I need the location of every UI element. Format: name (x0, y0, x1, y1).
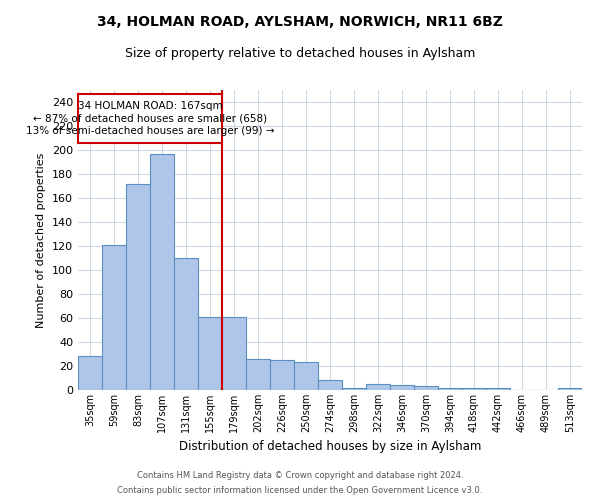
Text: Size of property relative to detached houses in Aylsham: Size of property relative to detached ho… (125, 48, 475, 60)
Bar (414, 386, 438, 390)
Bar (174, 258, 198, 390)
Text: Contains HM Land Registry data © Crown copyright and database right 2024.: Contains HM Land Registry data © Crown c… (137, 471, 463, 480)
Bar (102, 245, 126, 390)
Bar (222, 317, 246, 390)
Bar (246, 359, 270, 390)
Bar (270, 360, 294, 390)
Bar (462, 388, 486, 390)
Bar (78, 356, 102, 390)
Text: 34 HOLMAN ROAD: 167sqm: 34 HOLMAN ROAD: 167sqm (77, 101, 223, 111)
Text: 13% of semi-detached houses are larger (99) →: 13% of semi-detached houses are larger (… (26, 126, 274, 136)
Bar (486, 388, 510, 390)
Bar (318, 380, 342, 390)
Bar (150, 154, 174, 390)
Bar (198, 317, 222, 390)
Bar (438, 388, 462, 390)
Bar (126, 184, 150, 390)
Text: ← 87% of detached houses are smaller (658): ← 87% of detached houses are smaller (65… (33, 113, 267, 123)
Bar (294, 362, 318, 390)
Bar (342, 388, 366, 390)
Y-axis label: Number of detached properties: Number of detached properties (37, 152, 46, 328)
X-axis label: Distribution of detached houses by size in Aylsham: Distribution of detached houses by size … (179, 440, 481, 454)
Bar (558, 388, 582, 390)
Bar (78, 94, 222, 143)
Bar (366, 384, 390, 390)
Text: 34, HOLMAN ROAD, AYLSHAM, NORWICH, NR11 6BZ: 34, HOLMAN ROAD, AYLSHAM, NORWICH, NR11 … (97, 15, 503, 29)
Text: Contains public sector information licensed under the Open Government Licence v3: Contains public sector information licen… (118, 486, 482, 495)
Bar (390, 385, 414, 390)
